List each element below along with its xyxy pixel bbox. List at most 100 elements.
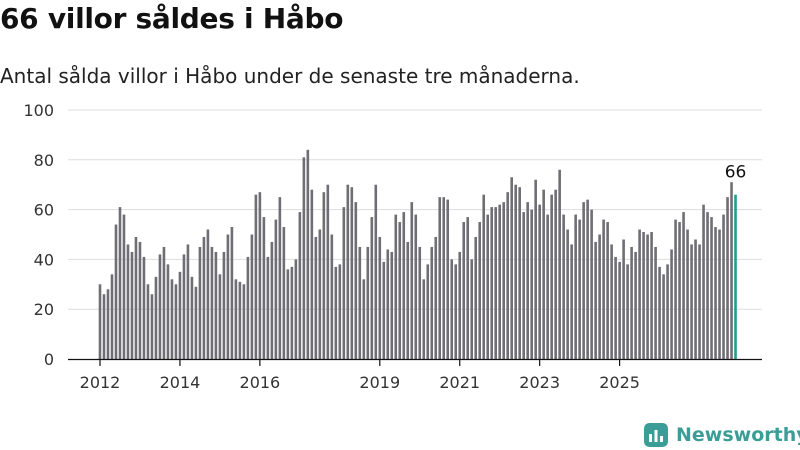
bar — [426, 264, 430, 359]
bar — [278, 197, 282, 359]
newsworthy-logo-icon — [644, 423, 668, 447]
bar — [158, 254, 162, 359]
bar — [458, 251, 462, 359]
bar — [294, 259, 298, 359]
bar — [498, 204, 501, 359]
bar — [726, 197, 729, 359]
bar — [222, 251, 226, 359]
bar — [206, 229, 210, 359]
bar — [486, 214, 490, 359]
bar — [190, 276, 194, 359]
bar — [506, 192, 509, 359]
bar — [450, 259, 454, 359]
page-subtitle: Antal sålda villor i Håbo under de senas… — [0, 64, 580, 88]
bar — [690, 244, 693, 359]
bar — [718, 229, 721, 359]
bar — [346, 184, 350, 359]
bar — [466, 217, 470, 359]
bar — [546, 214, 549, 359]
bar — [210, 246, 214, 359]
bar — [274, 219, 278, 359]
bar — [122, 214, 126, 359]
bar — [490, 207, 494, 359]
bar — [526, 202, 529, 359]
bar — [482, 194, 486, 359]
bar — [706, 212, 709, 359]
bar — [258, 192, 262, 359]
bar — [682, 212, 685, 359]
bar — [730, 182, 733, 359]
bar — [610, 244, 613, 359]
bar — [98, 284, 102, 359]
bar — [134, 236, 138, 359]
bar — [446, 199, 450, 359]
bar — [322, 192, 326, 359]
bar — [314, 236, 318, 359]
bar — [302, 157, 306, 359]
bar — [638, 229, 641, 359]
bar — [570, 244, 573, 359]
bar — [522, 212, 525, 359]
bar — [270, 241, 274, 359]
bar — [106, 289, 110, 359]
bar — [326, 184, 330, 359]
bar — [518, 187, 521, 359]
bar — [162, 246, 166, 359]
bar — [618, 261, 621, 359]
bar — [382, 261, 386, 359]
bar — [530, 209, 533, 359]
bar — [130, 251, 134, 359]
bar — [334, 266, 338, 359]
bar — [686, 229, 689, 359]
bar — [110, 274, 114, 359]
x-tick-label: 2021 — [439, 373, 480, 392]
bar — [550, 194, 553, 359]
bar — [198, 246, 202, 359]
bar — [370, 217, 374, 359]
x-tick-label: 2023 — [519, 373, 560, 392]
bar — [266, 256, 270, 359]
brand-logo[interactable]: Newsworthy — [644, 420, 800, 450]
bar — [666, 264, 669, 359]
bar — [126, 244, 130, 359]
bar — [282, 227, 286, 359]
x-tick-label: 2025 — [599, 373, 640, 392]
bar — [674, 219, 677, 359]
bar — [218, 274, 222, 359]
bar — [146, 284, 150, 359]
bar — [478, 222, 482, 359]
bar — [178, 271, 182, 359]
bar — [242, 284, 246, 359]
y-tick-label: 20 — [34, 300, 54, 319]
bar — [142, 256, 146, 359]
bar — [622, 239, 625, 359]
x-tick-label: 2019 — [359, 373, 400, 392]
bar — [402, 212, 406, 359]
bar — [562, 214, 565, 359]
bar — [566, 229, 569, 359]
bar — [710, 217, 713, 359]
bar — [350, 187, 354, 359]
bar — [254, 194, 258, 359]
bar — [398, 222, 402, 359]
bar — [502, 202, 505, 359]
bar — [186, 244, 190, 359]
bar — [558, 169, 561, 359]
bar — [634, 251, 637, 359]
y-tick-label: 40 — [34, 250, 54, 269]
bar — [646, 234, 649, 359]
bar — [306, 149, 310, 359]
bar — [626, 264, 629, 359]
bar — [386, 249, 390, 359]
axes — [68, 358, 762, 366]
bar — [194, 286, 198, 359]
bar — [394, 214, 398, 359]
bar — [590, 209, 593, 359]
bar — [650, 232, 653, 359]
bar-highlighted — [734, 194, 737, 359]
data-label: 66 — [725, 163, 747, 183]
bar — [494, 207, 497, 359]
bar — [578, 219, 581, 359]
bar — [362, 279, 366, 359]
bar — [290, 266, 294, 359]
